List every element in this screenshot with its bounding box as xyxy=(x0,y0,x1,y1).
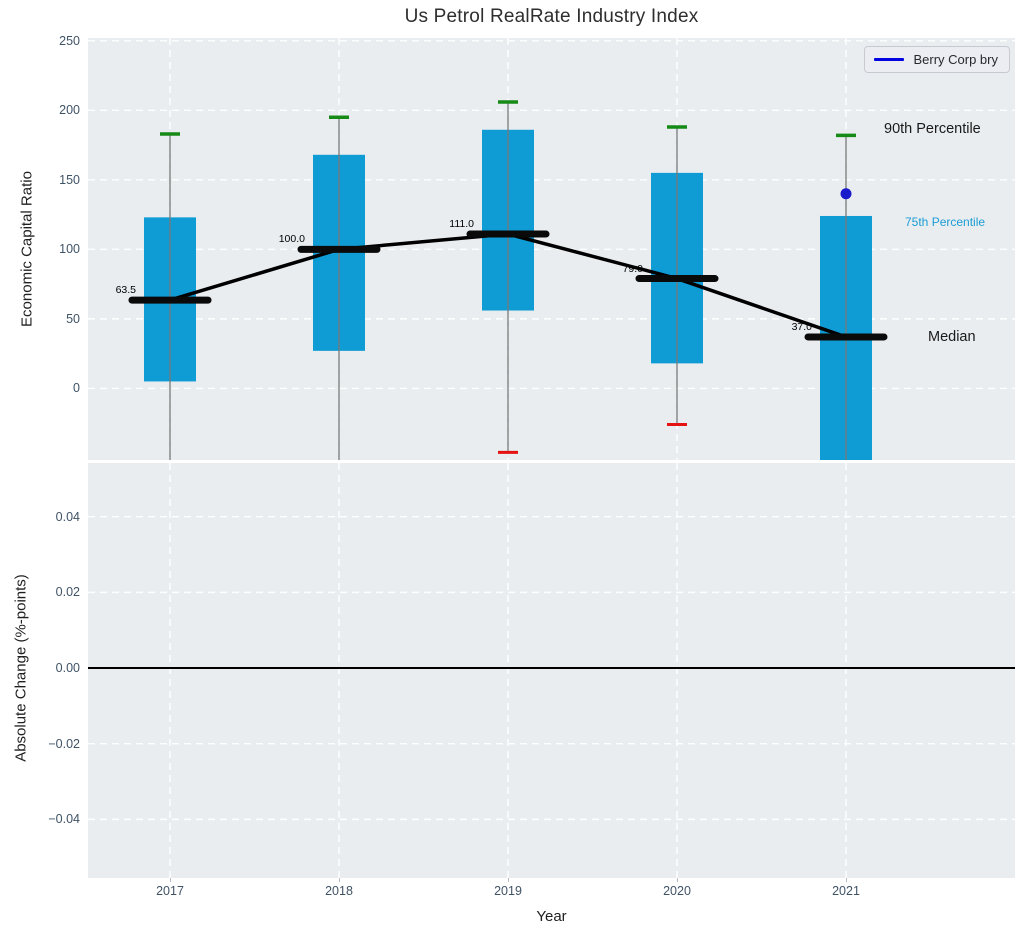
legend-line-swatch xyxy=(874,58,905,61)
x-axis-label: Year xyxy=(536,908,567,925)
y-tick-label: −0.02 xyxy=(48,736,80,751)
y-tick-label: 0.02 xyxy=(55,585,80,600)
chart-title: Us Petrol RealRate Industry Index xyxy=(404,6,699,27)
median-value-label-2020: 79.0 xyxy=(622,262,643,275)
x-tick-mark xyxy=(170,878,171,882)
y-tick-label: 200 xyxy=(59,103,80,118)
boxplot-canvas xyxy=(88,38,1015,460)
x-tick-label-2020: 2020 xyxy=(663,884,691,898)
y-tick-label: 100 xyxy=(59,242,80,257)
legend-label: Berry Corp bry xyxy=(913,52,998,67)
annotation-75th-percentile: 75th Percentile xyxy=(905,214,986,229)
median-value-label-2017: 63.5 xyxy=(115,284,136,297)
x-tick-mark xyxy=(846,878,847,882)
y-tick-label: 0.00 xyxy=(55,661,80,676)
legend: Berry Corp bry xyxy=(864,46,1010,73)
x-tick-label-2018: 2018 xyxy=(325,884,353,898)
y-tick-label: 50 xyxy=(66,311,80,326)
annotation-median: Median xyxy=(928,328,976,345)
bottom-plot-area xyxy=(88,463,1015,878)
y-tick-label: −0.04 xyxy=(48,812,80,827)
x-tick-mark xyxy=(339,878,340,882)
change-canvas xyxy=(88,463,1015,878)
y-tick-label: 0.04 xyxy=(55,509,80,524)
annotation-90th-percentile: 90th Percentile xyxy=(884,121,981,138)
berry-corp-point xyxy=(840,188,852,200)
median-value-label-2021: 37.0 xyxy=(791,320,812,333)
x-tick-mark xyxy=(677,878,678,882)
x-tick-label-2021: 2021 xyxy=(832,884,860,898)
x-tick-label-2017: 2017 xyxy=(156,884,184,898)
top-plot-area: Berry Corp bry 90th Percentile 75th Perc… xyxy=(88,38,1015,460)
y-tick-label: 0 xyxy=(73,381,80,396)
y-tick-label: 250 xyxy=(59,33,80,48)
x-tick-label-2019: 2019 xyxy=(494,884,522,898)
median-value-label-2018: 100.0 xyxy=(278,233,305,246)
median-value-label-2019: 111.0 xyxy=(449,218,474,231)
y-tick-label: 150 xyxy=(59,172,80,187)
x-tick-mark xyxy=(508,878,509,882)
